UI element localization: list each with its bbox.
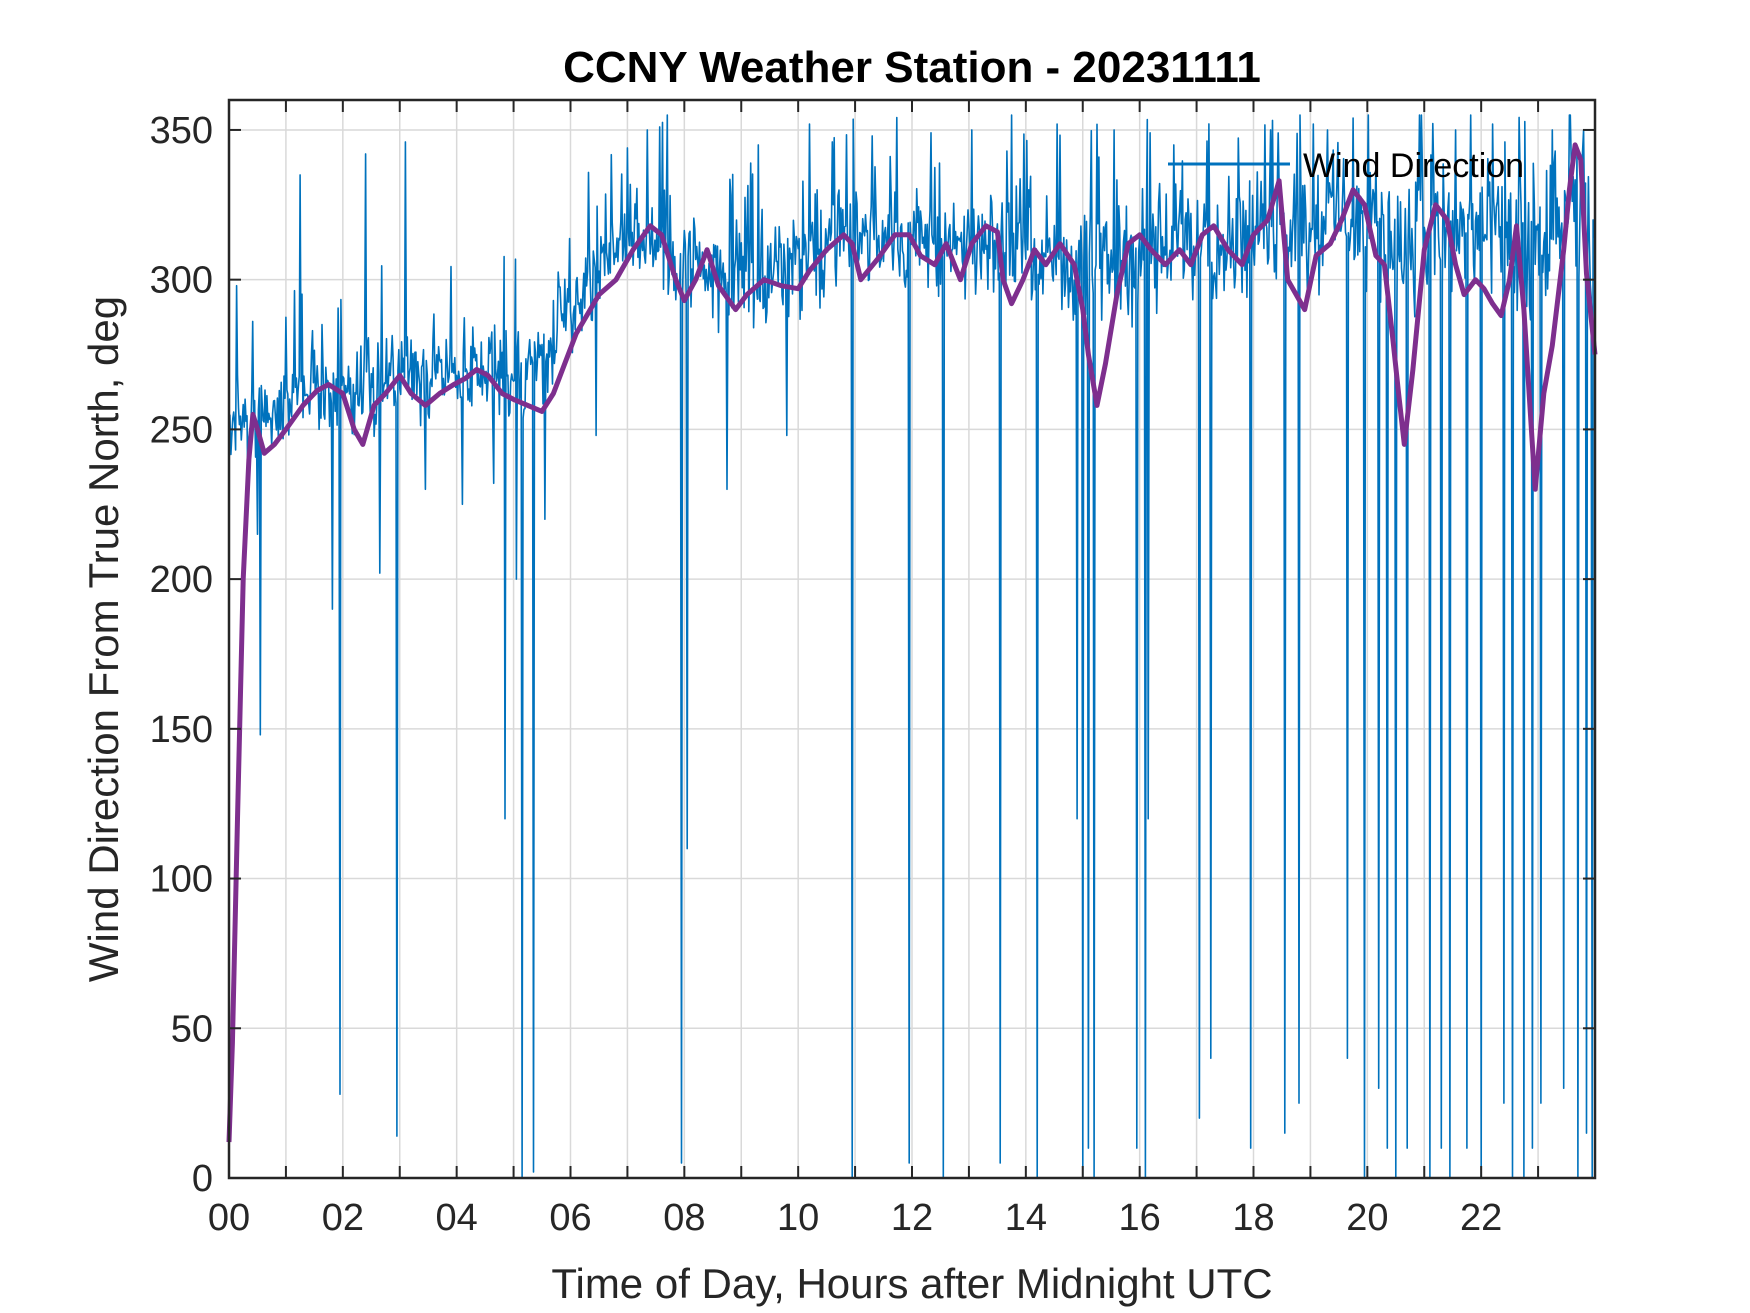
y-tick-label: 250: [150, 409, 213, 451]
y-tick-labels: 0 50 100 150 200 250 300 350: [150, 110, 213, 1200]
x-tick-label: 06: [549, 1197, 591, 1239]
x-tick-label: 12: [891, 1197, 933, 1239]
x-tick-label: 02: [322, 1197, 364, 1239]
chart-title: CCNY Weather Station - 20231111: [563, 43, 1261, 92]
y-tick-label: 200: [150, 559, 213, 601]
y-tick-label: 300: [150, 260, 213, 302]
y-tick-label: 0: [192, 1158, 213, 1200]
y-tick-label: 50: [171, 1008, 213, 1050]
x-tick-label: 10: [777, 1197, 819, 1239]
smoothed-wind-direction-line: [226, 142, 1598, 1143]
x-tick-label: 14: [1005, 1197, 1047, 1239]
legend-entry-label: Wind Direction: [1303, 147, 1524, 185]
x-tick-label: 22: [1460, 1197, 1502, 1239]
x-tick-label: 08: [663, 1197, 705, 1239]
tick-marks: [228, 100, 1595, 1179]
x-tick-label: 00: [208, 1197, 250, 1239]
x-tick-labels: 00 02 04 06 08 10 12 14 16 18 20 22: [208, 1197, 1502, 1239]
y-tick-label: 350: [150, 110, 213, 152]
x-tick-label: 04: [436, 1197, 478, 1239]
legend: Wind Direction: [1168, 147, 1524, 185]
x-axis-label: Time of Day, Hours after Midnight UTC: [551, 1260, 1272, 1307]
x-tick-label: 20: [1346, 1197, 1388, 1239]
x-tick-label: 16: [1119, 1197, 1161, 1239]
y-axis-label: Wind Direction From True North, deg: [80, 296, 127, 982]
y-tick-label: 150: [150, 709, 213, 751]
x-tick-label: 18: [1232, 1197, 1274, 1239]
y-tick-label: 100: [150, 859, 213, 901]
